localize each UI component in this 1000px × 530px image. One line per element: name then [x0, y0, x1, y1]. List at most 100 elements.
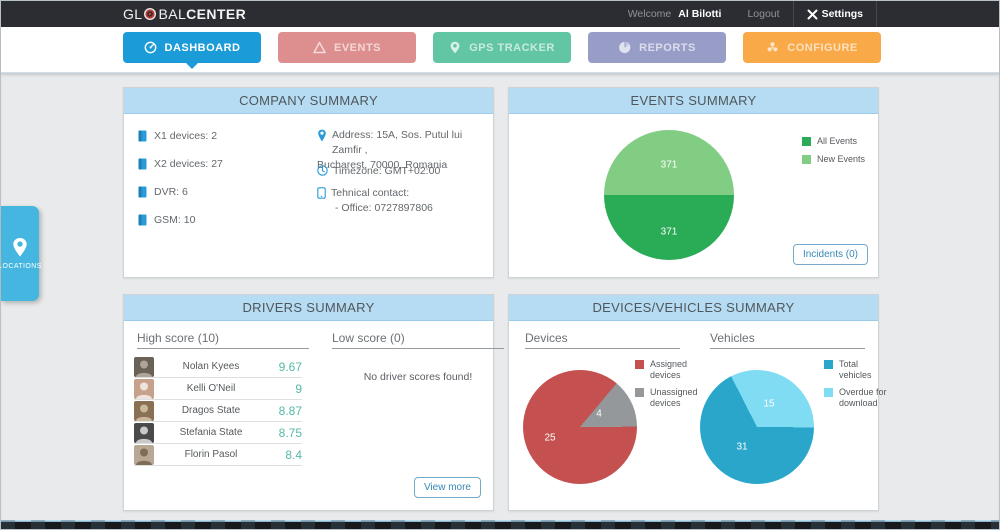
avatar: [134, 444, 154, 465]
fan-icon: [766, 41, 779, 54]
vehicles-header: Vehicles: [710, 331, 755, 345]
panel-title: DRIVERS SUMMARY: [124, 295, 493, 321]
pie-icon: [618, 41, 631, 54]
panel-title: EVENTS SUMMARY: [509, 88, 878, 114]
device-icon: [138, 186, 147, 198]
legend-overdue-download: Overdue for download: [824, 387, 894, 409]
pie-value-all-events: 371: [660, 226, 678, 238]
driver-name: Nolan Kyees: [182, 361, 240, 372]
pie-value-new-events: 371: [660, 159, 678, 171]
legend-label: Assigned devices: [650, 359, 688, 380]
next-section-edge: [1, 520, 999, 529]
tab-dashboard[interactable]: DASHBOARD: [123, 32, 261, 63]
target-icon: [143, 7, 157, 21]
driver-name: Kelli O'Neil: [186, 383, 236, 394]
brand-part-1: GL: [123, 6, 143, 22]
company-contact: Tehnical contact: - Office: 0727897806: [317, 186, 433, 216]
avatar: [134, 356, 154, 377]
vehicles-pie-chart: [700, 370, 814, 484]
legend-label: All Events: [817, 136, 858, 146]
devices-vehicles-panel: DEVICES/VEHICLES SUMMARY Devices Vehicle…: [508, 294, 887, 511]
tab-reports[interactable]: REPORTS: [588, 32, 726, 63]
devices-header: Devices: [525, 331, 568, 345]
legend-label: Total vehicles: [839, 359, 872, 380]
nav-bar: DASHBOARD EVENTS GPS TRACKER REPORTS CON…: [1, 27, 999, 73]
legend-all-events: All Events: [802, 136, 857, 147]
driver-row[interactable]: Kelli O'Neil 9: [134, 378, 302, 400]
tab-gps-tracker[interactable]: GPS TRACKER: [433, 32, 571, 63]
divider: [137, 348, 309, 349]
settings-button[interactable]: Settings: [792, 1, 877, 27]
top-bar: GL BAL CENTER Welcome Al Bilotti Logout Set…: [1, 1, 999, 27]
device-count-value: 10: [183, 214, 196, 226]
address-line-1: Address: 15A, Sos. Putul lui Zamfir ,: [332, 129, 463, 156]
device-count-label: X2 devices:: [154, 158, 209, 170]
tools-icon: [807, 9, 818, 20]
driver-name: Dragos State: [181, 405, 241, 416]
avatar: [134, 400, 154, 421]
location-pin-icon: [11, 237, 29, 258]
brand-logo: GL BAL CENTER: [123, 1, 246, 27]
device-count-label: DVR:: [154, 186, 180, 198]
contact-line-1: Tehnical contact:: [331, 187, 410, 199]
driver-row[interactable]: Florin Pasol 8.4: [134, 444, 302, 466]
device-count-row: GSM: 10: [138, 214, 195, 226]
driver-row[interactable]: Nolan Kyees 9.67: [134, 356, 302, 378]
divider: [332, 348, 504, 349]
device-count-row: X1 devices: 2: [138, 130, 217, 142]
legend-new-events: New Events: [802, 154, 865, 165]
legend-swatch: [824, 360, 833, 369]
avatar: [134, 378, 154, 399]
device-icon: [138, 214, 147, 226]
clock-icon: [317, 165, 328, 176]
tab-events[interactable]: EVENTS: [278, 32, 416, 63]
legend-label: Unassigned devices: [650, 387, 698, 408]
tab-label: GPS TRACKER: [469, 41, 555, 54]
device-count-value: 27: [211, 158, 223, 170]
no-scores-message: No driver scores found!: [363, 371, 473, 383]
phone-icon: [317, 187, 326, 199]
pie-value-overdue: 15: [763, 398, 775, 410]
welcome-text: Welcome Al Bilotti: [627, 8, 722, 20]
map-pin-icon: [317, 129, 327, 142]
divider: [525, 348, 680, 349]
avatar: [134, 422, 154, 443]
view-more-button[interactable]: View more: [413, 477, 481, 498]
driver-score: 8.75: [278, 425, 302, 440]
legend-unassigned-devices: Unassigned devices: [635, 387, 708, 409]
tab-configure[interactable]: CONFIGURE: [743, 32, 881, 63]
gauge-icon: [144, 41, 157, 54]
legend-swatch: [635, 360, 644, 369]
device-count-row: X2 devices: 27: [138, 158, 223, 170]
tab-label: CONFIGURE: [787, 41, 858, 54]
company-timezone: Timezone: GMT+02:00: [317, 164, 440, 179]
driver-score: 9.67: [278, 359, 302, 374]
legend-swatch: [802, 137, 811, 146]
legend-swatch: [824, 388, 833, 397]
sidebar-item-locations[interactable]: LOCATIONS: [0, 206, 41, 301]
topbar-actions: Welcome Al Bilotti Logout Settings: [615, 1, 877, 27]
incidents-button[interactable]: Incidents (0): [792, 244, 868, 265]
address-line-2: Bucharest, 70000, Romania: [317, 159, 448, 171]
pin-icon: [449, 41, 461, 54]
contact-line-2: - Office: 0727897806: [335, 202, 433, 214]
high-score-header: High score (10): [137, 331, 220, 345]
logout-link[interactable]: Logout: [747, 8, 780, 20]
drivers-summary-panel: DRIVERS SUMMARY High score (10) Low scor…: [123, 294, 504, 511]
driver-name: Florin Pasol: [184, 449, 238, 460]
device-count-value: 2: [211, 130, 218, 142]
driver-score: 8.4: [285, 447, 302, 462]
events-summary-panel: EVENTS SUMMARY 371 371 All Events New Ev…: [508, 87, 879, 278]
timezone-text: Timezone: GMT+02:00: [333, 165, 441, 177]
driver-score: 9: [295, 381, 302, 396]
device-count-label: GSM:: [154, 214, 181, 226]
driver-row[interactable]: Stefania State 8.75: [134, 422, 302, 444]
legend-assigned-devices: Assigned devices: [635, 359, 702, 381]
device-count-row: DVR: 6: [138, 186, 188, 198]
device-count-value: 6: [182, 186, 188, 198]
driver-row[interactable]: Dragos State 8.87: [134, 400, 302, 422]
driver-score: 8.87: [278, 403, 302, 418]
events-pie-chart: [604, 130, 734, 260]
tab-label: EVENTS: [333, 41, 381, 54]
username: Al Bilotti: [678, 8, 722, 20]
